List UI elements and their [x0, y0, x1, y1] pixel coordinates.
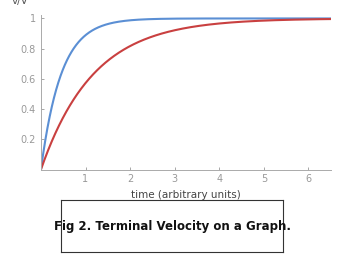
X-axis label: time (arbitrary units): time (arbitrary units) — [131, 190, 241, 200]
Text: v/Vᵀ: v/Vᵀ — [12, 0, 32, 6]
Text: Fig 2. Terminal Velocity on a Graph.: Fig 2. Terminal Velocity on a Graph. — [54, 220, 291, 233]
